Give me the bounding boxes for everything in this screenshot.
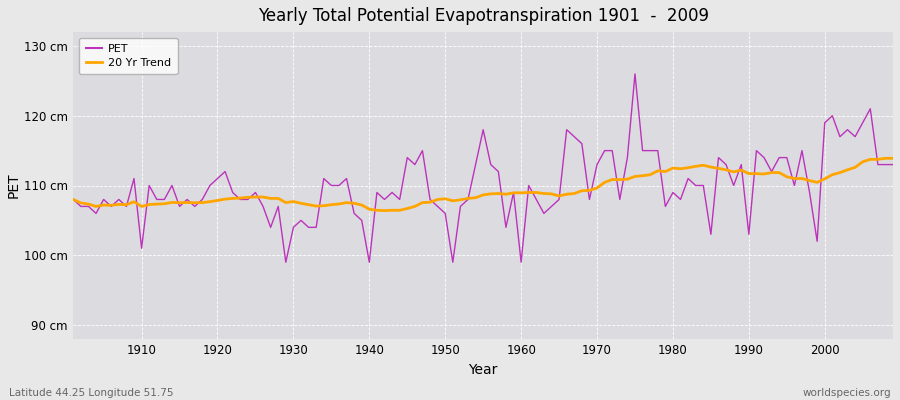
Text: worldspecies.org: worldspecies.org [803, 388, 891, 398]
Title: Yearly Total Potential Evapotranspiration 1901  -  2009: Yearly Total Potential Evapotranspiratio… [257, 7, 708, 25]
Legend: PET, 20 Yr Trend: PET, 20 Yr Trend [79, 38, 177, 74]
X-axis label: Year: Year [469, 363, 498, 377]
Y-axis label: PET: PET [7, 173, 21, 198]
Text: Latitude 44.25 Longitude 51.75: Latitude 44.25 Longitude 51.75 [9, 388, 174, 398]
